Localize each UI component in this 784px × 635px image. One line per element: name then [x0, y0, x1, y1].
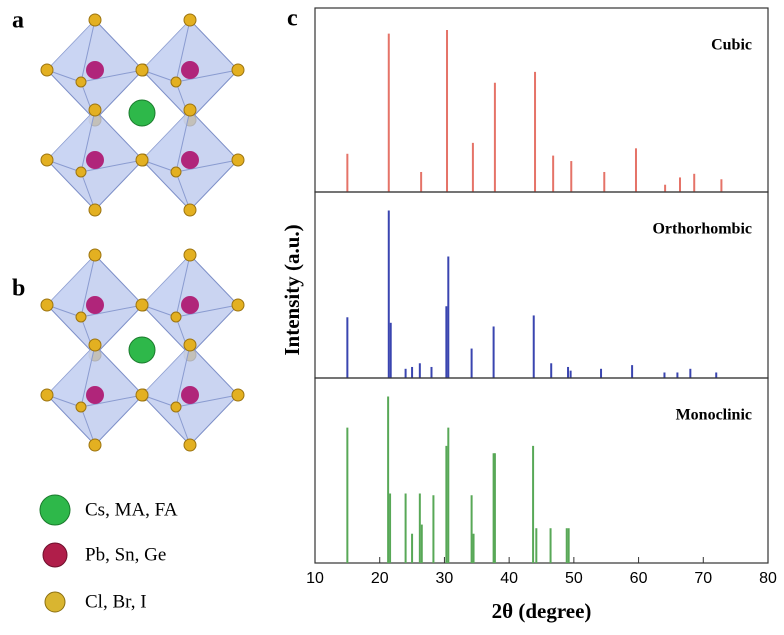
x-tick-label: 30 — [436, 570, 454, 587]
panel-title: Orthorhombic — [652, 221, 752, 238]
x-tick-label: 20 — [371, 570, 389, 587]
legend-swatch — [43, 543, 67, 567]
panel-label: a — [12, 8, 24, 34]
y-axis-label: Intensity (a.u.) — [280, 224, 304, 355]
panel-frame — [315, 8, 768, 192]
legend-label: Cl, Br, I — [85, 591, 147, 612]
x-tick-label: 70 — [694, 570, 712, 587]
structure-b — [41, 249, 244, 451]
x-tick-label: 40 — [500, 570, 518, 587]
x-tick-label: 60 — [630, 570, 648, 587]
x-tick-label: 80 — [759, 570, 777, 587]
structure-a — [41, 14, 244, 216]
legend-label: Pb, Sn, Ge — [85, 544, 166, 565]
legend-label: Cs, MA, FA — [85, 499, 178, 520]
panel-title: Cubic — [711, 37, 752, 54]
legend-swatch — [40, 495, 70, 525]
x-axis-label: 2θ (degree) — [492, 599, 592, 623]
panel-title: Monoclinic — [676, 407, 752, 424]
x-tick-label: 10 — [306, 570, 324, 587]
x-tick-label: 50 — [565, 570, 583, 587]
figure: a b c Cs, MA, FA Pb, Sn, Ge Cl, Br, I In… — [0, 0, 784, 635]
legend-swatch — [45, 592, 65, 612]
panel-label: c — [287, 6, 298, 32]
panel-label: b — [12, 276, 25, 302]
